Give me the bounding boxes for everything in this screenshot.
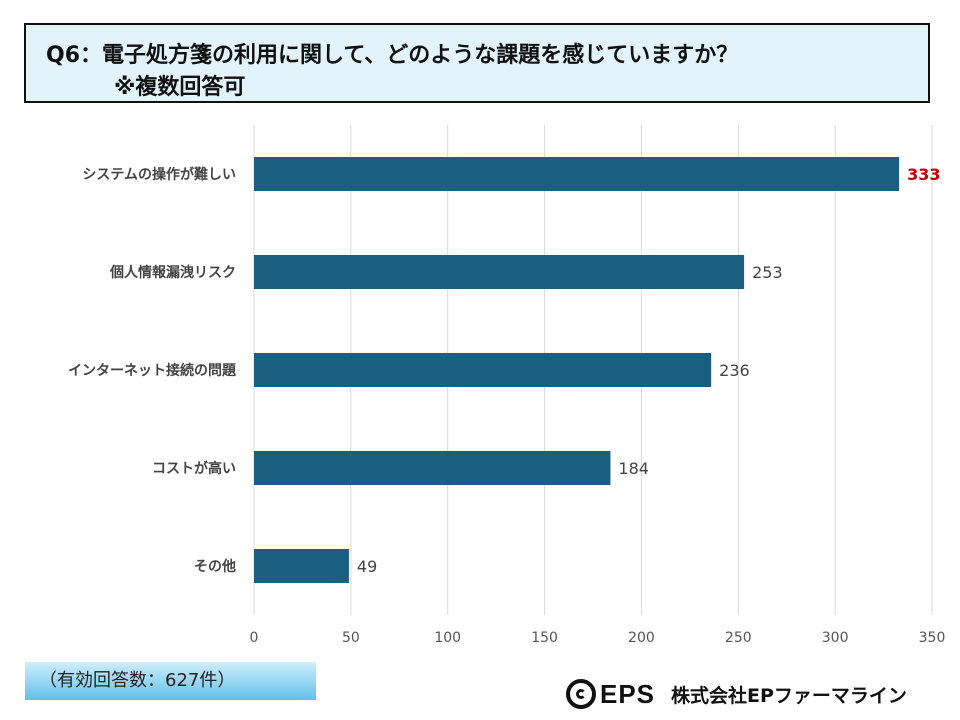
category-label: インターネット接続の問題 (68, 362, 237, 379)
bar (254, 255, 745, 289)
respondent-count-note: （有効回答数：627件） (25, 662, 316, 700)
x-tick-label: 250 (725, 630, 752, 646)
category-label: 個人情報漏洩リスク (109, 264, 236, 281)
x-tick-label: 50 (342, 630, 360, 646)
bar (254, 549, 349, 583)
x-tick-label: 0 (250, 630, 259, 646)
x-tick-label: 350 (919, 630, 946, 646)
data-label: 49 (357, 557, 377, 576)
category-label: システムの操作が難しい (82, 166, 236, 183)
data-label: 253 (752, 263, 783, 282)
data-label: 184 (618, 459, 649, 478)
chart-title: Q6：電子処方箋の利用に関して、どのような課題を感じていますか？ (46, 43, 739, 68)
bar (254, 157, 900, 191)
bar (254, 451, 611, 485)
x-tick-label: 150 (531, 630, 558, 646)
data-label: 333 (907, 165, 940, 184)
category-label: その他 (194, 558, 236, 575)
x-tick-label: 100 (434, 630, 461, 646)
data-label: 236 (719, 361, 750, 380)
chart-subtitle: ※複数回答可 (114, 75, 246, 100)
eps-logo-icon (566, 679, 596, 709)
category-label: コストが高い (152, 460, 236, 477)
title-box: Q6：電子処方箋の利用に関して、どのような課題を感じていますか？ ※複数回答可 (24, 23, 930, 103)
bar-chart: 0 50 100 150 200 250 300 350 システムの操作が難しい 333 個人情報漏… (68, 125, 946, 646)
company-logo: EPS 株式会社EPファーマライン (566, 676, 946, 712)
company-name: 株式会社EPファーマライン (671, 684, 907, 707)
bar (254, 353, 712, 387)
x-tick-label: 200 (628, 630, 655, 646)
x-tick-label: 300 (822, 630, 849, 646)
logo-eps-text: EPS (600, 678, 656, 709)
